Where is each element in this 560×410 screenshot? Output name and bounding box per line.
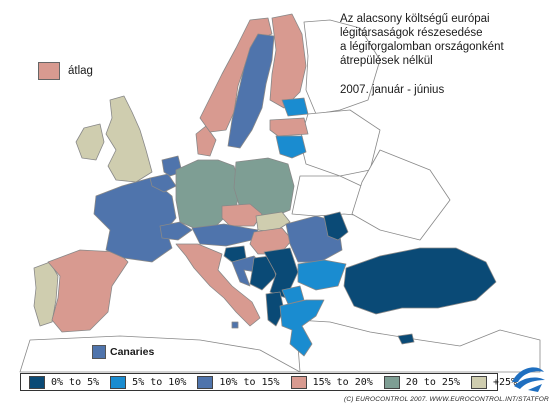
legend-swatch [110, 375, 127, 389]
date-range: 2007. január - június [340, 84, 445, 96]
country-united-kingdom [105, 95, 153, 183]
legend-item-0-5: 0% to 5% [29, 375, 100, 389]
legend-swatch [383, 375, 400, 389]
legend-label: 15% to 20% [312, 376, 373, 388]
country-greece [279, 299, 325, 357]
country-czech-republic [221, 203, 263, 227]
legend-label: 5% to 10% [132, 376, 187, 388]
copyright-text: (C) EUROCONTROL 2007. WWW.EUROCONTROL.IN… [344, 396, 549, 403]
legend-swatch [29, 375, 45, 389]
country-moldova [323, 211, 349, 241]
legend-label: 10% to 15% [219, 376, 280, 388]
non-eurocontrol-land [303, 19, 381, 115]
title-line-3: a légiforgalomban országonként [340, 41, 504, 53]
legend-label: 0% to 5% [51, 376, 100, 388]
title-line-2: légitársaságok részesedése [340, 27, 483, 39]
canaries-swatch [92, 345, 106, 359]
country-belgium [149, 173, 177, 193]
legend-item-25-plus: +25% [470, 375, 518, 389]
legend-swatch [470, 375, 487, 389]
country-norway [199, 17, 273, 133]
average-label: átlag [68, 65, 93, 77]
country-switzerland [159, 221, 193, 241]
canaries-label: Canaries [110, 346, 155, 358]
country-lithuania [275, 135, 307, 159]
country-spain [47, 249, 129, 333]
country-austria [191, 223, 259, 247]
legend-swatch [197, 375, 214, 389]
title-line-1: Az alacsony költségű európai [340, 13, 490, 25]
country-cyprus [397, 333, 415, 345]
legend-label: 20 to 25% [405, 376, 460, 388]
country-ireland [75, 123, 105, 161]
legend-item-20-25: 20 to 25% [383, 375, 460, 389]
country-sweden [227, 33, 275, 149]
map-title: Az alacsony költségű európai légitársasá… [340, 12, 550, 68]
country-turkey [343, 247, 497, 315]
country-latvia [269, 117, 309, 137]
legend-label: +25% [492, 376, 518, 388]
country-malta [231, 321, 239, 329]
country-estonia [281, 97, 309, 117]
country-italy [175, 243, 261, 327]
country-slovakia [255, 211, 291, 233]
average-legend: átlag [38, 62, 93, 80]
color-legend: 0% to 5% 5% to 10% 10% to 15% 15% to 20%… [20, 373, 517, 391]
legend-swatch [290, 375, 307, 389]
canaries-inset: Canaries [92, 345, 154, 359]
legend-item-10-15: 10% to 15% [197, 375, 280, 389]
country-bulgaria [297, 259, 347, 291]
average-swatch [38, 62, 60, 80]
non-eurocontrol-land [351, 149, 451, 241]
country-albania [265, 291, 285, 327]
eurocontrol-logo-icon [512, 367, 545, 392]
country-finland [269, 13, 307, 109]
non-eurocontrol-land [295, 319, 541, 373]
country-denmark [195, 125, 217, 157]
non-eurocontrol-land [19, 335, 301, 373]
legend-item-15-20: 15% to 20% [290, 375, 373, 389]
title-line-4: átrepülések nélkül [340, 55, 433, 67]
country-macedonia [281, 285, 305, 305]
non-eurocontrol-land [299, 109, 381, 177]
legend-item-5-10: 5% to 10% [110, 375, 187, 389]
